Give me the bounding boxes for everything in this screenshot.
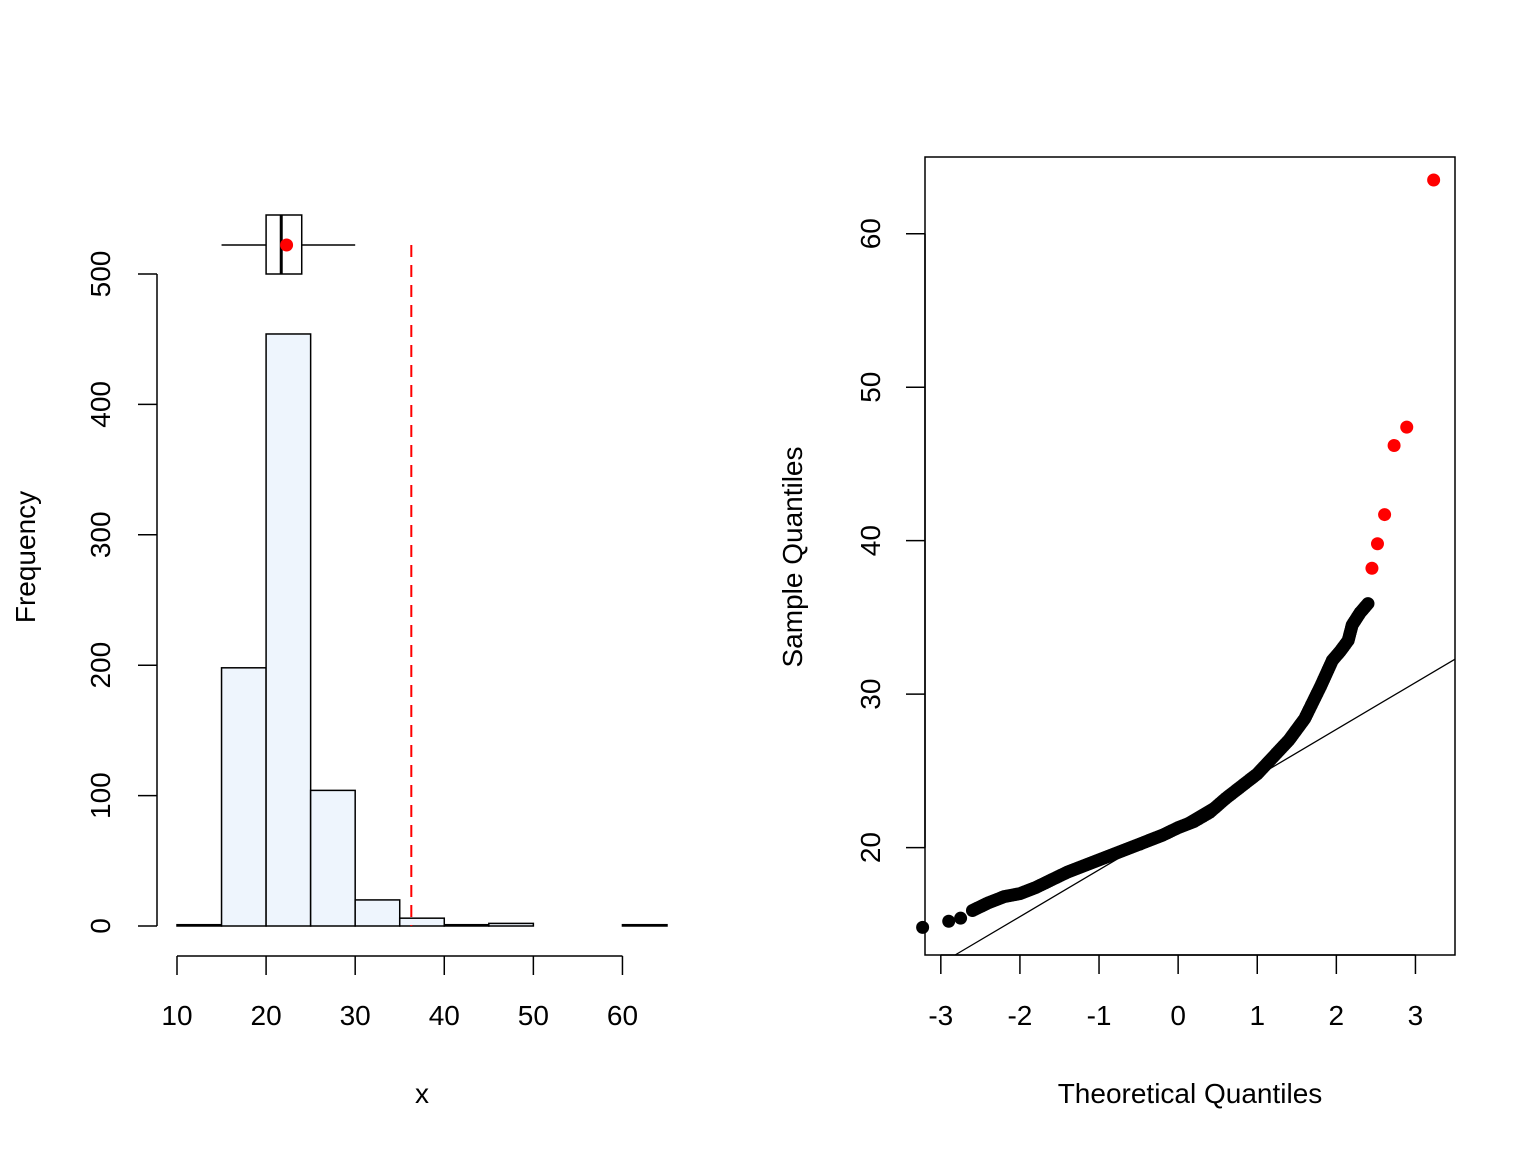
qq-plot-frame	[924, 156, 1456, 956]
qq-x-tick-label: 3	[1408, 1000, 1424, 1031]
qq-outlier-points	[1365, 173, 1441, 575]
qq-outlier-point	[1370, 537, 1384, 551]
histogram-panel: 10 20 30 40 50 60 0 100 200 300 400 500 x Frequenc…	[10, 214, 668, 1109]
histogram-y-axis: 0 100 200 300 400 500	[85, 251, 158, 934]
qq-point	[942, 914, 956, 928]
qq-reference-line	[954, 658, 1456, 956]
qq-outlier-point	[1378, 508, 1392, 522]
qq-x-label: Theoretical Quantiles	[1058, 1078, 1323, 1109]
histogram-bar	[621, 923, 668, 927]
histogram-y-tick-label: 200	[85, 642, 116, 689]
qq-x-tick-label: 2	[1329, 1000, 1345, 1031]
histogram-y-tick-label: 300	[85, 511, 116, 558]
qq-y-tick-label: 60	[855, 218, 886, 249]
histogram-bar	[176, 923, 223, 927]
histogram-x-tick-label: 30	[340, 1000, 371, 1031]
qq-points	[916, 597, 1375, 934]
qq-reference-line-group	[954, 658, 1456, 956]
histogram-y-tick-label: 0	[85, 918, 116, 934]
boxplot	[221, 214, 356, 275]
histogram-x-label: x	[415, 1078, 429, 1109]
qq-y-tick-label: 40	[855, 525, 886, 556]
histogram-x-tick-label: 50	[518, 1000, 549, 1031]
qq-x-tick-label: -3	[928, 1000, 953, 1031]
histogram-x-tick-label: 20	[251, 1000, 282, 1031]
qq-y-label: Sample Quantiles	[777, 446, 808, 667]
histogram-x-tick-label: 40	[429, 1000, 460, 1031]
qq-plot-panel: -3 -2 -1 0 1 2 3 20 30 40 50 60 Theoretical Quanti…	[777, 156, 1456, 1109]
histogram-y-label: Frequency	[10, 491, 41, 623]
histogram-bar	[309, 789, 356, 927]
qq-x-axis: -3 -2 -1 0 1 2 3	[928, 954, 1424, 1031]
boxplot-box	[265, 214, 303, 275]
histogram-y-tick-label: 400	[85, 381, 116, 428]
qq-outlier-point	[1427, 173, 1441, 187]
qq-point	[1361, 597, 1375, 611]
histogram-y-tick-label: 100	[85, 772, 116, 819]
histogram-bar	[398, 917, 446, 927]
qq-point	[954, 911, 968, 925]
histogram-x-tick-label: 60	[607, 1000, 638, 1031]
qq-x-tick-label: -2	[1007, 1000, 1032, 1031]
qq-y-axis: 20 30 40 50 60	[855, 218, 926, 863]
histogram-bars	[176, 333, 668, 927]
histogram-bar	[443, 923, 490, 927]
qq-outlier-point	[1365, 561, 1379, 575]
histogram-x-axis: 10 20 30 40 50 60	[161, 955, 638, 1031]
qq-outlier-point	[1387, 439, 1401, 453]
qq-x-tick-label: 1	[1249, 1000, 1265, 1031]
qq-y-tick-label: 50	[855, 372, 886, 403]
histogram-x-tick-label: 10	[161, 1000, 192, 1031]
histogram-bar	[488, 922, 535, 927]
histogram-y-tick-label: 500	[85, 251, 116, 298]
qq-y-tick-label: 30	[855, 679, 886, 710]
boxplot-mean-point	[280, 238, 294, 252]
histogram-bar	[265, 333, 312, 927]
qq-x-tick-label: -1	[1087, 1000, 1112, 1031]
qq-x-tick-label: 0	[1170, 1000, 1186, 1031]
qq-outlier-point	[1400, 420, 1414, 434]
histogram-bar	[220, 667, 267, 927]
qq-point	[916, 920, 930, 934]
histogram-bar	[354, 899, 401, 927]
qq-y-tick-label: 20	[855, 832, 886, 863]
